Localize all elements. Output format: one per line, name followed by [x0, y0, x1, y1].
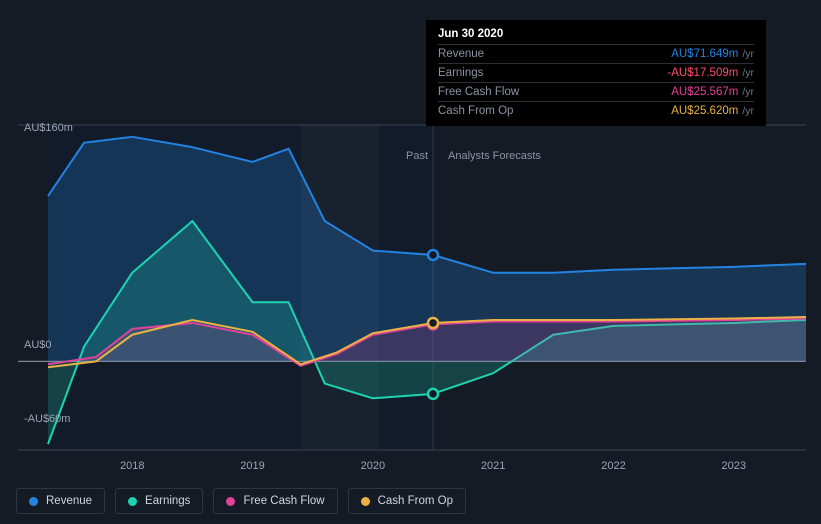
x-axis-label: 2023 [722, 460, 746, 472]
legend-item-revenue[interactable]: Revenue [16, 488, 105, 514]
y-axis-label: AU$160m [24, 122, 73, 134]
x-axis-label: 2018 [120, 460, 144, 472]
legend-dot-icon [226, 497, 235, 506]
tooltip-unit: /yr [742, 67, 754, 79]
legend-item-cash-from-op[interactable]: Cash From Op [348, 488, 466, 514]
legend-dot-icon [128, 497, 137, 506]
tooltip-series-label: Earnings [438, 67, 483, 79]
plot-area[interactable] [48, 125, 806, 450]
legend-label: Earnings [145, 495, 190, 507]
legend-label: Free Cash Flow [243, 495, 324, 507]
tooltip-row: Free Cash Flow AU$25.567m/yr [438, 82, 754, 101]
tooltip-unit: /yr [742, 48, 754, 60]
y-axis-label: AU$0 [24, 339, 52, 351]
tooltip-series-label: Cash From Op [438, 105, 513, 117]
chart-legend: Revenue Earnings Free Cash Flow Cash From O… [16, 488, 466, 514]
legend-item-free-cash-flow[interactable]: Free Cash Flow [213, 488, 337, 514]
tooltip-series-value: AU$71.649m [671, 48, 738, 60]
tooltip-row: Earnings -AU$17.509m/yr [438, 63, 754, 82]
legend-label: Revenue [46, 495, 92, 507]
tooltip-series-value: AU$25.620m [671, 105, 738, 117]
tooltip-series-label: Free Cash Flow [438, 86, 519, 98]
tooltip-series-value: AU$25.567m [671, 86, 738, 98]
tooltip-unit: /yr [742, 86, 754, 98]
x-axis-label: 2021 [481, 460, 505, 472]
x-axis-label: 2019 [240, 460, 264, 472]
tooltip-series-label: Revenue [438, 48, 484, 60]
legend-label: Cash From Op [378, 495, 453, 507]
past-zone-label: Past [406, 150, 428, 162]
tooltip-date: Jun 30 2020 [438, 28, 754, 44]
chart-tooltip: Jun 30 2020 RevenueAU$71.649m/yrEarnings… [426, 20, 766, 126]
x-axis-label: 2022 [601, 460, 625, 472]
tooltip-unit: /yr [742, 105, 754, 117]
chart-svg [48, 125, 806, 450]
legend-dot-icon [29, 497, 38, 506]
x-axis-label: 2020 [361, 460, 385, 472]
tooltip-series-value: -AU$17.509m [667, 67, 738, 79]
tooltip-row: Revenue AU$71.649m/yr [438, 44, 754, 63]
tooltip-row: Cash From Op AU$25.620m/yr [438, 101, 754, 120]
financial-chart: AU$160m AU$0 -AU$60m Past Analysts Forec… [16, 10, 806, 460]
legend-item-earnings[interactable]: Earnings [115, 488, 203, 514]
forecast-zone-label: Analysts Forecasts [448, 150, 541, 162]
legend-dot-icon [361, 497, 370, 506]
y-axis-label: -AU$60m [24, 413, 70, 425]
